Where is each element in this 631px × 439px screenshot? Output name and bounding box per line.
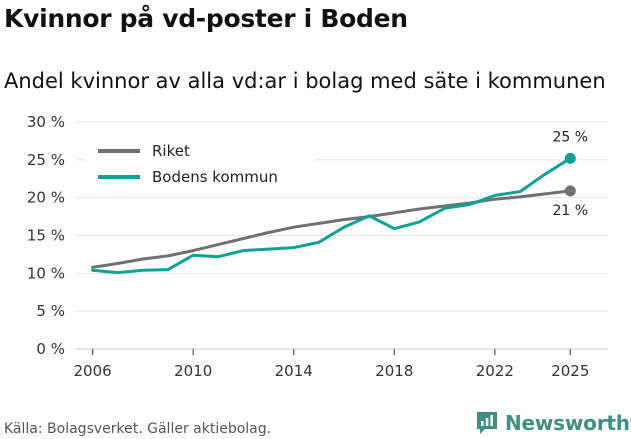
y-tick-label: 25 %: [27, 151, 65, 169]
newsworthy-logo-text: Newsworthy: [505, 411, 631, 435]
chart-title: Kvinnor på vd-poster i Boden: [4, 4, 408, 33]
x-tick-label: 2018: [375, 362, 413, 380]
legend-background: [86, 136, 314, 194]
x-tick-label: 2010: [174, 362, 212, 380]
chart-subtitle: Andel kvinnor av alla vd:ar i bolag med …: [4, 69, 606, 93]
end-point-boden: [564, 152, 576, 164]
end-point-riket: [564, 185, 576, 197]
y-tick-label: 20 %: [27, 189, 65, 207]
y-axis-ticks: 0 % 5 % 10 % 15 % 20 % 25 % 30 %: [27, 113, 65, 358]
series-lines: 21 % 25 %: [91, 129, 588, 275]
y-tick-label: 10 %: [27, 264, 65, 282]
y-tick-label: 5 %: [36, 302, 65, 320]
x-tick-label: 2022: [476, 362, 514, 380]
x-tick-label: 2014: [275, 362, 313, 380]
x-axis-ticks: 2006 2010 2014 2018 2022 2025: [74, 349, 589, 380]
x-tick-label: 2025: [551, 362, 589, 380]
y-tick-label: 15 %: [27, 227, 65, 245]
end-label-riket: 21 %: [552, 203, 588, 219]
series-line-riket: [91, 189, 572, 269]
legend-label-riket: Riket: [152, 142, 190, 160]
y-tick-label: 30 %: [27, 113, 65, 131]
source-note: Källa: Bolagsverket. Gäller aktiebolag.: [4, 421, 272, 437]
newsworthy-logo-icon: [477, 412, 497, 434]
legend-label-boden: Bodens kommun: [152, 168, 278, 186]
newsworthy-logo: Newsworthy: [475, 408, 631, 438]
end-label-boden: 25 %: [552, 129, 588, 145]
x-tick-label: 2006: [74, 362, 112, 380]
y-tick-label: 0 %: [36, 340, 65, 358]
series-line-boden: [91, 156, 572, 275]
legend: Riket Bodens kommun: [86, 136, 314, 194]
